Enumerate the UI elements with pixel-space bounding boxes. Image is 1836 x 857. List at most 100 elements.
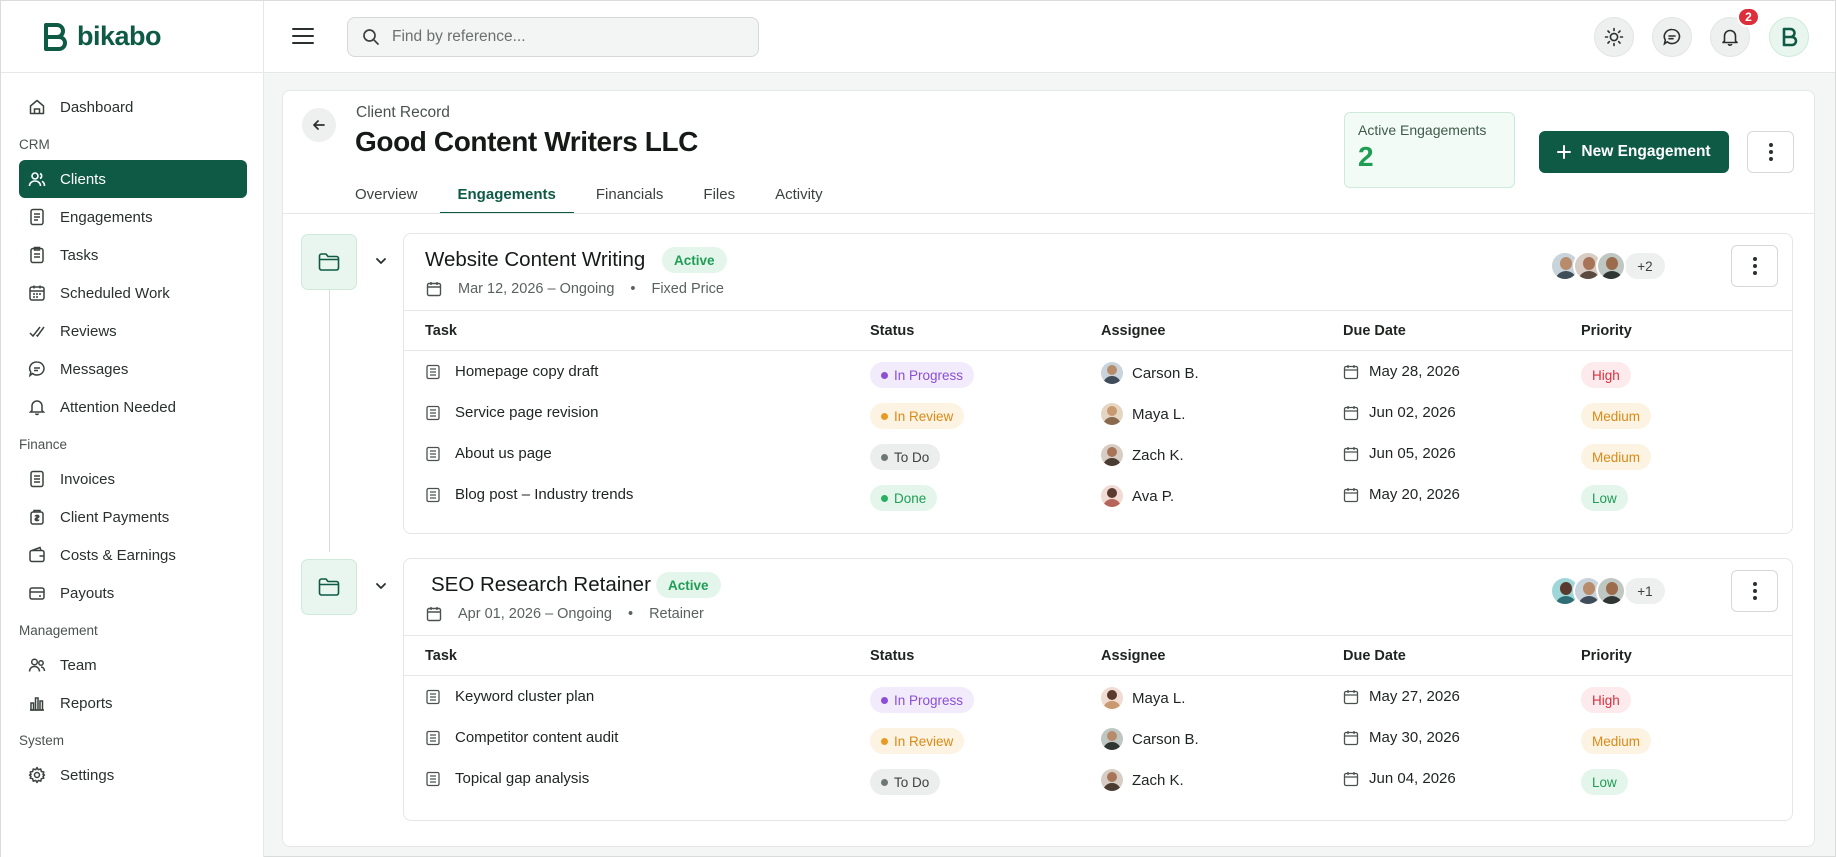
engagement-status-badge: Active: [662, 247, 727, 273]
table-row[interactable]: Keyword cluster plan In Progress Maya L.…: [404, 678, 1792, 719]
assignee-cell: Maya L.: [1101, 403, 1185, 425]
assignee-cell: Ava P.: [1101, 485, 1174, 507]
stat-label: Active Engagements: [1358, 122, 1487, 138]
plus-icon: [1557, 145, 1572, 159]
task-name[interactable]: Competitor content audit: [455, 729, 619, 746]
tab-financials[interactable]: Financials: [595, 186, 664, 203]
messages-button[interactable]: [1652, 17, 1692, 57]
status-cell: In Progress: [870, 362, 975, 388]
task-name[interactable]: Keyword cluster plan: [455, 688, 595, 705]
task-name[interactable]: Topical gap analysis: [455, 770, 590, 787]
client-record-panel: Client Record Good Content Writers LLC O…: [282, 90, 1815, 847]
engagement-more-button[interactable]: [1731, 245, 1778, 287]
kebab-icon: [1752, 257, 1757, 275]
tab-overview[interactable]: Overview: [355, 186, 418, 203]
col-task[interactable]: Task: [425, 323, 457, 339]
table-row[interactable]: Homepage copy draft In Progress Carson B…: [404, 353, 1792, 394]
engagement-pricing: Fixed Price: [651, 281, 724, 297]
tab-files[interactable]: Files: [703, 186, 736, 203]
table-row[interactable]: Competitor content audit In Review Carso…: [404, 719, 1792, 760]
col-priority[interactable]: Priority: [1581, 648, 1632, 664]
hamburger-menu-button[interactable]: [291, 25, 315, 47]
sidebar-nav: Dashboard CRM Clients Engagements Tasks …: [19, 88, 247, 794]
table-row[interactable]: Topical gap analysis To Do Zach K. Jun 0…: [404, 760, 1792, 801]
status-pill: To Do: [870, 769, 941, 795]
sidebar-item-messages[interactable]: Messages: [19, 350, 247, 388]
col-priority[interactable]: Priority: [1581, 323, 1632, 339]
col-assignee[interactable]: Assignee: [1101, 323, 1166, 339]
assignee-name: Zach K.: [1132, 446, 1184, 464]
bar-chart-icon: [30, 697, 44, 711]
page-more-button[interactable]: [1747, 131, 1794, 173]
sidebar-item-scheduled-work[interactable]: Scheduled Work: [19, 274, 247, 312]
stat-value: 2: [1358, 141, 1374, 172]
member-avatars[interactable]: +1: [1550, 576, 1667, 606]
sidebar-item-client-payments[interactable]: Client Payments: [19, 498, 247, 536]
sidebar-item-reports[interactable]: Reports: [19, 684, 247, 722]
sidebar-item-label: Messages: [60, 360, 129, 378]
due-cell: May 27, 2026: [1343, 688, 1460, 705]
assignee-cell: Maya L.: [1101, 687, 1185, 709]
task-doc-icon: [426, 446, 440, 461]
sidebar-item-settings[interactable]: Settings: [19, 756, 247, 794]
due-date: Jun 02, 2026: [1369, 404, 1456, 421]
engagement-more-button[interactable]: [1731, 570, 1778, 612]
sidebar-item-costs-earnings[interactable]: Costs & Earnings: [19, 536, 247, 574]
sidebar-item-attention-needed[interactable]: Attention Needed: [19, 388, 247, 426]
task-name[interactable]: Service page revision: [455, 404, 599, 421]
table-row[interactable]: About us page To Do Zach K. Jun 05, 2026…: [404, 435, 1792, 476]
collapse-engagement-button[interactable]: [374, 579, 388, 593]
logo[interactable]: bikabo: [41, 21, 162, 52]
priority-pill: High: [1581, 687, 1631, 713]
status-cell: To Do: [870, 444, 941, 470]
col-task[interactable]: Task: [425, 648, 457, 664]
engagement-title[interactable]: SEO Research Retainer: [431, 573, 651, 596]
col-status[interactable]: Status: [870, 323, 915, 339]
tab-activity[interactable]: Activity: [775, 186, 823, 203]
calendar-icon: [29, 285, 45, 301]
task-cell: Competitor content audit: [425, 729, 618, 746]
new-engagement-button[interactable]: New Engagement: [1539, 131, 1729, 173]
avatar: [1101, 687, 1123, 709]
assignee-name: Maya L.: [1132, 689, 1186, 707]
sidebar-item-label: Dashboard: [60, 98, 134, 116]
search-box[interactable]: [347, 17, 759, 57]
sidebar-item-engagements[interactable]: Engagements: [19, 198, 247, 236]
col-status[interactable]: Status: [870, 648, 915, 664]
sidebar-item-team[interactable]: Team: [19, 646, 247, 684]
table-row[interactable]: Service page revision In Review Maya L. …: [404, 394, 1792, 435]
col-due-date[interactable]: Due Date: [1343, 648, 1406, 664]
priority-cell: Medium: [1581, 403, 1652, 429]
task-name[interactable]: Blog post – Industry trends: [455, 486, 634, 503]
sidebar-item-tasks[interactable]: Tasks: [19, 236, 247, 274]
collapse-engagement-button[interactable]: [374, 254, 388, 268]
priority-cell: Medium: [1581, 728, 1652, 754]
status-label: In Review: [894, 733, 954, 749]
sidebar-item-label: Reports: [60, 694, 113, 712]
table-header: Task Status Assignee Due Date Priority: [404, 636, 1792, 676]
tab-engagements[interactable]: Engagements: [439, 175, 575, 214]
extra-members-count: +2: [1623, 251, 1667, 281]
back-button[interactable]: [302, 108, 336, 142]
sidebar-item-clients[interactable]: Clients: [19, 160, 247, 198]
document-icon: [30, 208, 44, 226]
sidebar-item-invoices[interactable]: Invoices: [19, 460, 247, 498]
col-due-date[interactable]: Due Date: [1343, 323, 1406, 339]
sidebar-item-reviews[interactable]: Reviews: [19, 312, 247, 350]
notifications-button[interactable]: [1710, 17, 1750, 57]
col-assignee[interactable]: Assignee: [1101, 648, 1166, 664]
table-row[interactable]: Blog post – Industry trends Done Ava P. …: [404, 476, 1792, 517]
clipboard-icon: [30, 246, 44, 264]
search-input[interactable]: [392, 28, 732, 46]
theme-toggle-button[interactable]: [1594, 17, 1634, 57]
sidebar-item-label: Scheduled Work: [60, 284, 170, 302]
sidebar-item-dashboard[interactable]: Dashboard: [19, 88, 247, 126]
users-icon: [28, 172, 46, 187]
sidebar-item-payouts[interactable]: Payouts: [19, 574, 247, 612]
member-avatars[interactable]: +2: [1550, 251, 1667, 281]
task-name[interactable]: Homepage copy draft: [455, 363, 599, 380]
task-name[interactable]: About us page: [455, 445, 552, 462]
user-avatar-button[interactable]: [1769, 17, 1809, 57]
engagement-title[interactable]: Website Content Writing: [425, 248, 646, 271]
